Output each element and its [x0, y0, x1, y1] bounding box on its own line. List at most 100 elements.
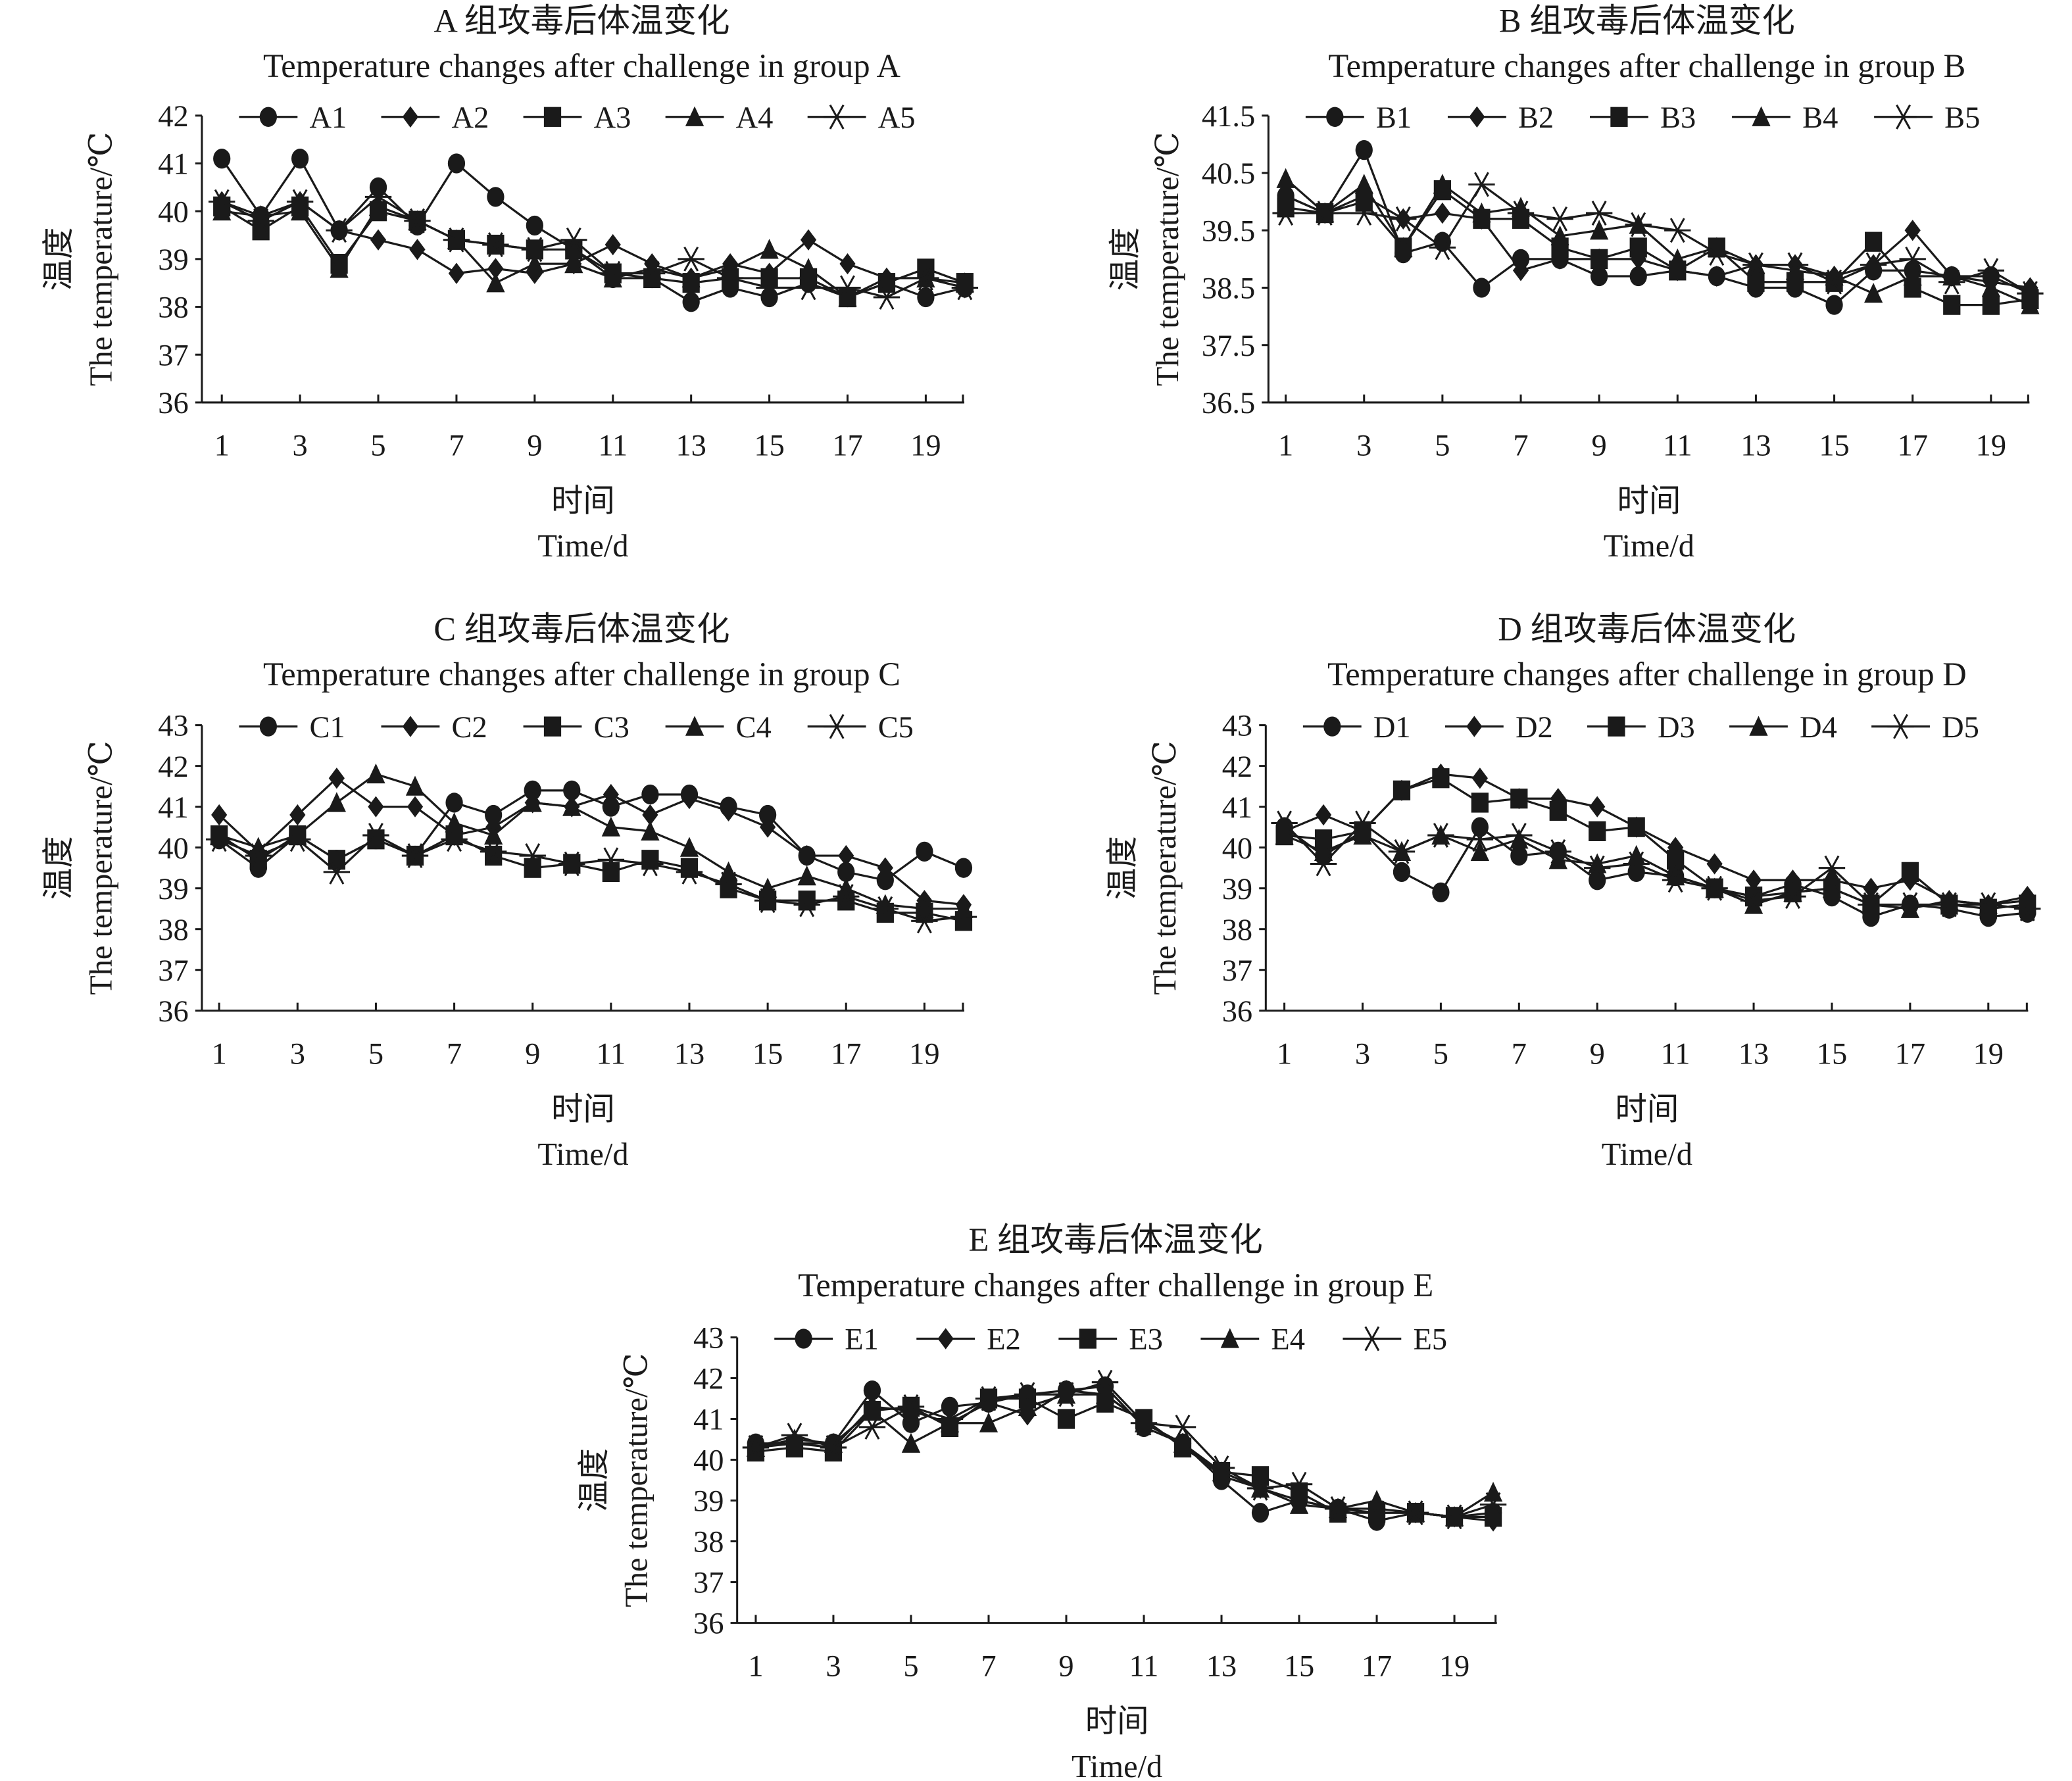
data-point — [1394, 237, 1413, 257]
x-tick-label: 9 — [1058, 1649, 1073, 1683]
data-point — [524, 780, 541, 800]
x-tick-label: 1 — [748, 1649, 763, 1683]
series-D5 — [1271, 810, 2041, 921]
x-tick-label: 17 — [1895, 1038, 1925, 1071]
y-tick-label: 39 — [1222, 873, 1252, 906]
y-axis-label-cn: 温度 — [577, 1448, 612, 1512]
data-point — [951, 275, 979, 301]
data-point — [1627, 817, 1645, 837]
data-point — [564, 253, 583, 274]
data-point — [756, 275, 783, 301]
x-tick-label: 19 — [909, 1038, 939, 1071]
y-tick-label: 36 — [693, 1607, 724, 1641]
data-point — [1899, 246, 1926, 272]
chart-panel-e: E 组攻毒后体温变化 Temperature changes after chal… — [577, 1221, 1507, 1781]
legend-marker-diamond-icon — [937, 1328, 954, 1350]
legend-label: C2 — [452, 711, 487, 744]
data-point — [760, 287, 778, 308]
data-point — [1708, 265, 1725, 287]
data-point — [1664, 218, 1691, 243]
legend-label: B4 — [1802, 101, 1838, 135]
legend-item-B5: B5 — [1874, 101, 1980, 135]
x-tick-label: 13 — [676, 429, 706, 463]
data-point — [2017, 281, 2044, 306]
y-tick-label: 40 — [1222, 832, 1252, 866]
data-point — [563, 780, 581, 800]
legend-marker-cross-icon — [823, 714, 851, 739]
data-point — [876, 870, 894, 890]
legend-marker-square-icon — [543, 107, 562, 127]
legend-item-B3: B3 — [1590, 101, 1696, 135]
y-tick-label: 42 — [693, 1363, 724, 1396]
legend-marker-diamond-icon — [1466, 716, 1483, 737]
x-axis-label-cn: 时间 — [551, 1092, 615, 1127]
series-line — [218, 834, 964, 922]
legend-marker-triangle-icon — [685, 106, 704, 126]
data-point — [1589, 821, 1606, 841]
y-tick-label: 37 — [158, 954, 188, 988]
data-point — [838, 286, 857, 307]
legend-label: A1 — [309, 101, 347, 135]
data-point — [1896, 892, 1924, 917]
legend-item-C2: C2 — [381, 711, 487, 744]
data-point — [1355, 139, 1373, 160]
data-point — [1018, 1396, 1037, 1417]
data-point — [405, 775, 425, 796]
x-tick-label: 15 — [1819, 429, 1849, 463]
y-axis-label: The temperature/℃ — [619, 1353, 654, 1607]
data-point — [1703, 241, 1731, 266]
data-point — [1350, 201, 1377, 226]
legend-marker-circle-icon — [1326, 107, 1344, 127]
legend-marker-triangle-icon — [1752, 106, 1771, 126]
legend-marker-triangle-icon — [685, 716, 704, 736]
series-A2 — [214, 191, 973, 299]
data-point — [247, 208, 274, 233]
data-point — [1510, 789, 1528, 809]
data-point — [327, 792, 347, 812]
data-point — [1393, 862, 1411, 883]
data-point — [1825, 295, 1843, 315]
x-tick-label: 11 — [1129, 1649, 1159, 1683]
x-tick-label: 9 — [1592, 429, 1607, 463]
data-point — [487, 258, 504, 280]
data-point — [1271, 810, 1298, 836]
legend-item-B2: B2 — [1447, 101, 1554, 135]
y-tick-label: 39.5 — [1202, 214, 1255, 248]
data-point — [209, 189, 235, 214]
data-point — [1468, 172, 1495, 197]
y-tick-label: 36 — [1222, 995, 1252, 1029]
x-tick-label: 5 — [368, 1038, 383, 1071]
data-point — [2014, 896, 2041, 921]
x-axis-label: Time/d — [1072, 1749, 1162, 1781]
data-point — [837, 862, 855, 883]
x-tick-label: 19 — [910, 429, 941, 463]
data-point — [1363, 1500, 1391, 1526]
data-point — [641, 820, 660, 841]
data-point — [1388, 839, 1416, 864]
data-point — [482, 232, 509, 257]
data-point — [873, 285, 900, 310]
data-point — [1779, 884, 1806, 909]
data-point — [1981, 277, 2000, 297]
chart-title: E 组攻毒后体温变化 — [969, 1221, 1263, 1258]
data-point — [558, 851, 585, 877]
data-point — [1393, 780, 1411, 800]
y-axis-label-cn: 温度 — [41, 227, 76, 291]
y-tick-label: 38.5 — [1202, 272, 1255, 306]
y-tick-label: 38 — [1222, 914, 1252, 947]
legend-item-C5: C5 — [807, 711, 914, 744]
legend-marker-square-icon — [543, 716, 562, 737]
data-point — [834, 275, 861, 301]
y-tick-label: 40 — [158, 832, 188, 866]
data-point — [916, 841, 933, 862]
x-axis-label-cn: 时间 — [1085, 1704, 1149, 1739]
data-point — [1858, 892, 1885, 917]
data-point — [1483, 1481, 1503, 1502]
data-point — [912, 266, 939, 291]
data-point — [799, 258, 818, 278]
data-point — [1432, 882, 1450, 903]
x-tick-label: 19 — [1976, 429, 2006, 463]
data-point — [838, 844, 854, 867]
data-point — [781, 1423, 808, 1448]
data-point — [597, 847, 625, 873]
